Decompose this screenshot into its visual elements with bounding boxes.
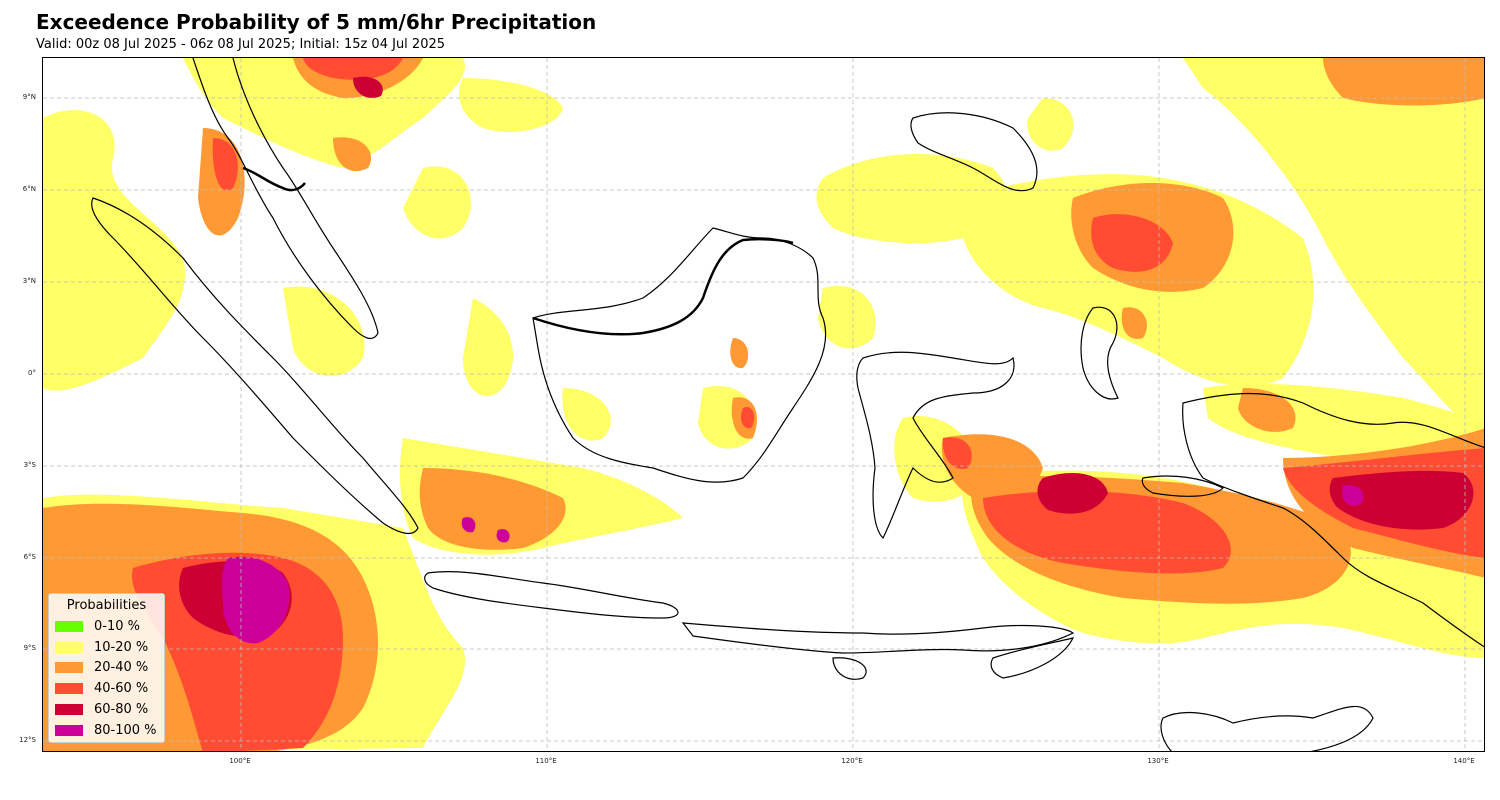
precipitation-map [43,58,1484,751]
prob-area-magenta [461,517,476,533]
prob-area-orange [1121,307,1147,339]
lon-tick-label: 130°E [1147,757,1169,765]
legend-label: 0-10 % [94,618,140,634]
border-line [242,166,306,192]
coastline-lesser-sunda [681,622,1075,654]
coastline-borneo [532,227,827,483]
legend-item: 40-60 % [55,678,158,699]
prob-area-yellow [459,78,563,132]
coastline-halmahera [1080,306,1119,400]
lon-tick-label: 140°E [1453,757,1475,765]
border-malaysia-indonesia [242,166,794,336]
prob-area-red [983,491,1231,574]
coastline-sulawesi [856,351,1015,540]
lat-tick-label: 6°S [23,553,36,561]
lat-tick-label: 0° [28,369,36,377]
prob-area-crimson [353,76,383,98]
prob-area-orange [419,468,566,550]
prob-area-magenta [1342,485,1364,506]
border-line [532,237,794,336]
lon-tick-label: 120°E [841,757,863,765]
coastline-australia [1160,705,1374,751]
prob-area-yellow [403,166,471,239]
legend: Probabilities 0-10 % 10-20 % 20-40 % 40-… [48,593,165,743]
prob-80-100-areas [221,485,1364,644]
prob-area-yellow [283,286,365,377]
prob-area-crimson [1037,473,1108,514]
lat-tick-label: 9°N [22,93,36,101]
map-subtitle: Valid: 00z 08 Jul 2025 - 06z 08 Jul 2025… [36,37,446,52]
prob-area-yellow [463,298,513,397]
coastline-seram [1141,475,1225,497]
prob-area-red [303,58,403,80]
prob-area-red [740,407,755,429]
map-title: Exceedence Probability of 5 mm/6hr Preci… [36,10,597,34]
precip-fields [43,58,1484,751]
prob-area-orange [1238,388,1296,432]
coastline-sumatra [91,197,419,535]
prob-area-yellow [1183,58,1484,437]
legend-swatch [55,641,83,653]
lat-tick-label: 12°S [19,736,36,744]
prob-area-yellow [816,154,1008,244]
prob-area-red [942,437,972,469]
prob-area-orange [1323,58,1484,106]
legend-swatch [55,620,83,632]
legend-swatch [55,724,83,736]
lat-tick-label: 3°S [23,461,36,469]
legend-item: 80-100 % [55,720,158,741]
prob-area-yellow [1027,98,1074,151]
legend-swatch [55,704,83,716]
coastline-mindanao [910,112,1038,192]
legend-swatch [55,683,83,695]
legend-swatch [55,662,83,674]
prob-area-orange [730,338,749,369]
legend-item: 20-40 % [55,658,158,679]
prob-area-magenta [496,529,510,543]
coastline-malay-peninsula [192,58,379,340]
coastline-timor [990,637,1075,679]
legend-label: 40-60 % [94,681,149,697]
coastline-sumba [832,657,867,680]
prob-area-yellow [183,58,465,168]
prob-area-crimson [1329,470,1474,530]
prob-area-red [1091,214,1173,272]
legend-label: 60-80 % [94,702,149,718]
legend-label: 80-100 % [94,722,157,738]
prob-area-yellow [818,286,876,349]
coastlines [91,58,1484,751]
lon-tick-label: 100°E [229,757,251,765]
lat-tick-label: 6°N [22,185,36,193]
lat-tick-label: 3°N [22,277,36,285]
map-area [42,57,1485,752]
gridlines [43,58,1484,751]
legend-item: 60-80 % [55,699,158,720]
legend-title: Probabilities [66,598,147,613]
coastline-new-guinea [1182,392,1484,648]
legend-label: 10-20 % [94,639,149,655]
legend-label: 20-40 % [94,660,149,676]
prob-area-orange [333,137,372,172]
prob-area-red [212,138,238,191]
legend-item: 10-20 % [55,637,158,658]
prob-area-magenta [221,556,290,644]
prob-area-yellow [562,388,611,441]
lat-tick-label: 9°S [23,644,36,652]
lon-tick-label: 110°E [535,757,557,765]
prob-area-yellow [43,110,185,391]
legend-item: 0-10 % [55,616,158,637]
coastline-java [424,571,679,619]
